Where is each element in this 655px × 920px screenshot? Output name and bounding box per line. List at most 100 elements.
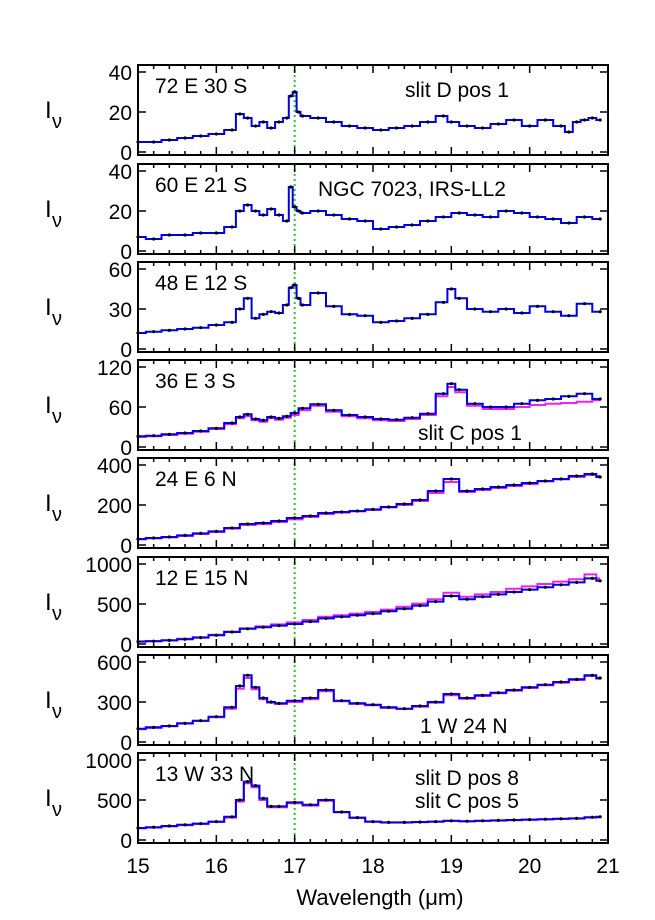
data-point (520, 311, 524, 315)
data-point (199, 822, 203, 826)
data-point (316, 116, 320, 120)
data-point (152, 825, 156, 829)
data-point (183, 431, 187, 435)
y-axis-label: I (45, 392, 52, 419)
data-point (238, 307, 242, 311)
data-point (449, 692, 453, 696)
data-point (167, 724, 171, 728)
y-axis-label-sub: ν (52, 210, 62, 232)
panel-3: 0 30 60 I ν 48 E 12 S (45, 259, 609, 362)
data-point (496, 818, 500, 823)
data-point (136, 727, 140, 731)
data-point (465, 124, 469, 128)
data-point (269, 804, 273, 809)
data-point (246, 116, 250, 120)
data-point (253, 784, 258, 788)
data-point (152, 140, 156, 144)
position-label: 13 W 33 N (155, 763, 254, 786)
data-point (481, 693, 485, 697)
data-point (590, 673, 594, 677)
panel-annotation: slit D pos 1 (405, 79, 509, 102)
data-point (261, 120, 265, 124)
data-point (261, 521, 265, 525)
series-slit-d (138, 186, 601, 240)
data-point (575, 677, 579, 681)
data-point (136, 235, 140, 239)
data-point (300, 406, 305, 410)
data-point (167, 824, 171, 828)
data-point (238, 684, 242, 688)
data-point (449, 819, 453, 823)
data-point (543, 817, 547, 821)
data-point (528, 588, 532, 592)
data-point (551, 310, 555, 314)
data-point (457, 388, 461, 392)
data-point (253, 209, 258, 213)
data-point (363, 126, 367, 130)
data-point (496, 485, 500, 489)
data-point (269, 310, 273, 314)
data-point (285, 303, 289, 307)
data-point (199, 134, 203, 138)
data-point (214, 132, 218, 136)
data-point (394, 126, 399, 130)
data-point (434, 700, 438, 704)
data-point (277, 804, 281, 809)
data-point (293, 205, 297, 209)
data-point (582, 302, 587, 306)
data-point (426, 219, 430, 223)
data-point (293, 800, 297, 805)
data-point (371, 820, 375, 824)
data-point (136, 640, 140, 644)
y-axis-label-sub: ν (52, 308, 62, 330)
data-point (488, 215, 493, 219)
data-point (214, 426, 218, 430)
data-point (308, 620, 312, 624)
data-point (261, 625, 265, 629)
data-point (293, 622, 297, 626)
data-point (582, 215, 587, 219)
y-tick-label: 0 (120, 634, 132, 657)
data-point (410, 223, 414, 227)
data-point (598, 310, 602, 314)
data-point (543, 479, 547, 483)
data-point (504, 307, 508, 311)
data-point (316, 402, 320, 406)
data-point (167, 233, 171, 237)
data-point (410, 416, 414, 420)
data-point (253, 124, 258, 128)
data-point (528, 685, 532, 689)
data-point (199, 719, 203, 723)
y-axis-label: I (45, 196, 52, 223)
data-point (379, 320, 383, 324)
data-point (543, 683, 547, 687)
data-point (567, 394, 571, 398)
data-point (253, 417, 258, 421)
y-axis-label-sub: ν (52, 406, 62, 428)
data-point (296, 209, 301, 213)
x-tick-label: 17 (283, 855, 306, 878)
data-point (214, 529, 218, 534)
data-point (269, 207, 273, 211)
data-point (434, 489, 438, 493)
data-point (371, 507, 375, 511)
data-point (567, 130, 571, 134)
data-point (418, 604, 422, 608)
data-point (426, 120, 430, 124)
data-point (567, 314, 571, 318)
data-point (253, 685, 258, 689)
y-tick-label: 0 (120, 732, 132, 755)
data-point (465, 597, 469, 601)
data-point (269, 415, 273, 419)
data-point (324, 688, 328, 692)
data-point (246, 296, 250, 300)
data-point (199, 429, 203, 433)
data-point (308, 803, 312, 807)
data-point (567, 221, 571, 225)
data-point (308, 696, 312, 700)
data-point (512, 483, 516, 487)
data-point (293, 699, 297, 703)
data-point (590, 116, 594, 120)
data-point (183, 233, 187, 237)
